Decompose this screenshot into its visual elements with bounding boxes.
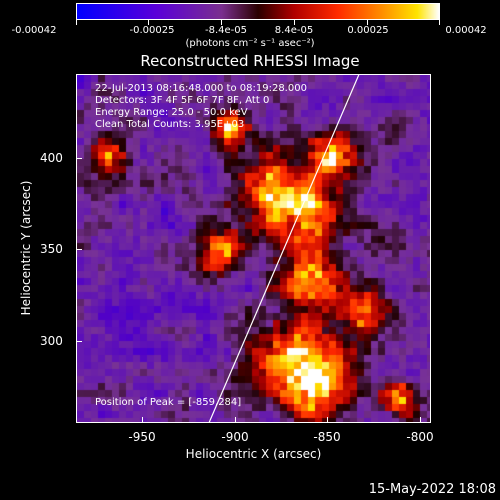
x-tick-label: -800 <box>406 430 434 444</box>
colorbar-label: 8.4e-05 <box>274 25 314 36</box>
colorbar-tick <box>294 20 295 25</box>
algorithm-counts: Clean Total Counts: 3.95E+03 <box>95 119 245 130</box>
plot-title: Reconstructed RHESSI Image <box>140 52 360 70</box>
energy-range: Energy Range: 25.0 - 50.0 keV <box>95 107 248 118</box>
x-tick <box>235 417 236 423</box>
time-range: 22-Jul-2013 08:16:48.000 to 08:19:28.000 <box>95 83 307 94</box>
footer-date: 15-May-2022 18:08 <box>368 482 496 497</box>
colorbar-label: -8.4e-05 <box>205 25 247 36</box>
y-tick <box>76 341 82 342</box>
colorbar-label: 0.00042 <box>445 25 487 36</box>
y-tick-label: 300 <box>40 334 63 348</box>
overlay <box>208 75 360 422</box>
y-tick <box>76 249 82 250</box>
x-tick-label: -850 <box>313 430 341 444</box>
x-tick-label: -950 <box>128 430 156 444</box>
colorbar-tick <box>221 20 222 25</box>
x-tick <box>142 417 143 423</box>
colorbar-tick <box>367 20 368 25</box>
heatmap-image <box>77 75 430 422</box>
colorbar-tick <box>148 20 149 25</box>
colorbar-label: -0.00025 <box>129 25 175 36</box>
colorbar-label: 0.00025 <box>347 25 389 36</box>
x-axis-title: Heliocentric X (arcsec) <box>185 447 322 461</box>
x-tick-label: -900 <box>221 430 249 444</box>
y-tick <box>76 158 82 159</box>
colorbar-tick <box>76 20 77 25</box>
y-tick-label: 350 <box>40 242 63 256</box>
y-axis-title: Heliocentric Y (arcsec) <box>19 180 33 316</box>
x-tick <box>420 417 421 423</box>
heatmap-plot: 22-Jul-2013 08:16:48.000 to 08:19:28.000… <box>76 74 431 423</box>
x-tick <box>327 417 328 423</box>
colorbar <box>76 3 440 20</box>
peak-position: Position of Peak = [-859,284] <box>95 397 242 408</box>
detectors: Detectors: 3F 4F 5F 6F 7F 8F, Att 0 <box>95 95 270 106</box>
colorbar-units: (photons cm⁻² s⁻¹ asec⁻²) <box>185 38 315 49</box>
solar-limb-line <box>208 75 360 422</box>
colorbar-tick <box>439 20 440 25</box>
y-tick-label: 400 <box>40 151 63 165</box>
colorbar-label: -0.00042 <box>11 25 57 36</box>
